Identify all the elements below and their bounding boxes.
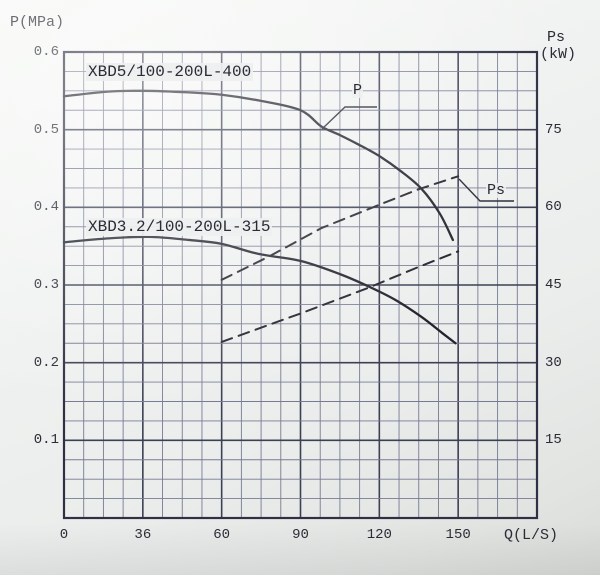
q-axis-tick-150: 150 (445, 527, 471, 543)
plot-border (62, 50, 539, 520)
q-axis-tick-0: 0 (59, 527, 69, 543)
power-curve-annotation: Ps (486, 182, 507, 199)
head-curve (62, 235, 457, 345)
p-axis-tick-0.4: 0.4 (33, 199, 59, 216)
left-axis-title: P(MPa) (10, 14, 65, 31)
ps-axis-tick-75: 75 (545, 121, 562, 138)
ps-leader (458, 178, 514, 202)
p-axis-tick-0.5: 0.5 (33, 121, 59, 138)
p-axis-tick-0.2: 0.2 (33, 354, 59, 371)
p-axis-tick-0.6: 0.6 (33, 44, 59, 60)
ps-axis-tick-60: 60 (545, 199, 562, 216)
p-axis-tick-0.1: 0.1 (33, 432, 59, 449)
q-axis-tick-120: 120 (366, 527, 392, 543)
curve-label-xbd3-2-100-200l-315: XBD3.2/100-200L-315 (86, 218, 273, 236)
ps-axis-tick-45: 45 (545, 277, 562, 293)
x-axis-title: Q(L/S) (504, 527, 559, 544)
right-axis-title-line1: Ps (547, 29, 566, 46)
head-curve (62, 89, 455, 242)
p-axis-tick-0.3: 0.3 (33, 277, 59, 293)
q-axis-tick-60: 60 (213, 527, 231, 543)
q-axis-tick-36: 36 (134, 527, 152, 543)
p-leader (321, 106, 377, 130)
ps-axis-tick-30: 30 (545, 354, 562, 371)
right-axis-title-line2: (kW) (540, 46, 577, 63)
pressure-curve-annotation: P (352, 82, 364, 99)
ps-axis-tick-15: 15 (545, 432, 562, 449)
power-curve (220, 250, 460, 343)
power-curve (220, 175, 460, 281)
curve-label-xbd5-100-200l-400: XBD5/100-200L-400 (86, 63, 254, 81)
q-axis-tick-90: 90 (292, 527, 309, 543)
